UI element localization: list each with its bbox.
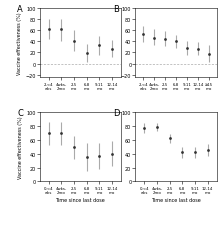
Point — [174, 40, 178, 44]
Point — [155, 126, 159, 130]
X-axis label: Time since last dose: Time since last dose — [55, 197, 105, 202]
Point — [193, 151, 197, 154]
Point — [143, 127, 146, 130]
Point — [152, 37, 156, 40]
Point — [168, 137, 171, 141]
Point — [207, 52, 211, 56]
Point — [47, 28, 50, 31]
Text: C: C — [17, 109, 23, 117]
Text: B: B — [113, 5, 119, 14]
Point — [85, 52, 88, 56]
Point — [206, 149, 210, 152]
Point — [72, 145, 76, 149]
Point — [185, 47, 189, 51]
Point — [47, 131, 50, 135]
Point — [141, 33, 145, 37]
X-axis label: Time since last dose: Time since last dose — [151, 197, 201, 202]
Point — [72, 40, 76, 43]
Text: A: A — [17, 5, 23, 14]
Y-axis label: Vaccine effectiveness (%): Vaccine effectiveness (%) — [17, 12, 23, 75]
Point — [163, 38, 167, 41]
Text: D: D — [113, 109, 119, 117]
Point — [110, 48, 114, 52]
Point — [59, 28, 63, 32]
Point — [59, 131, 63, 135]
Point — [97, 154, 101, 158]
Y-axis label: Vaccine effectiveness (%): Vaccine effectiveness (%) — [19, 116, 23, 178]
Point — [110, 152, 114, 156]
Point — [196, 48, 200, 51]
Point — [97, 44, 101, 48]
Point — [85, 156, 88, 159]
Point — [181, 151, 184, 154]
